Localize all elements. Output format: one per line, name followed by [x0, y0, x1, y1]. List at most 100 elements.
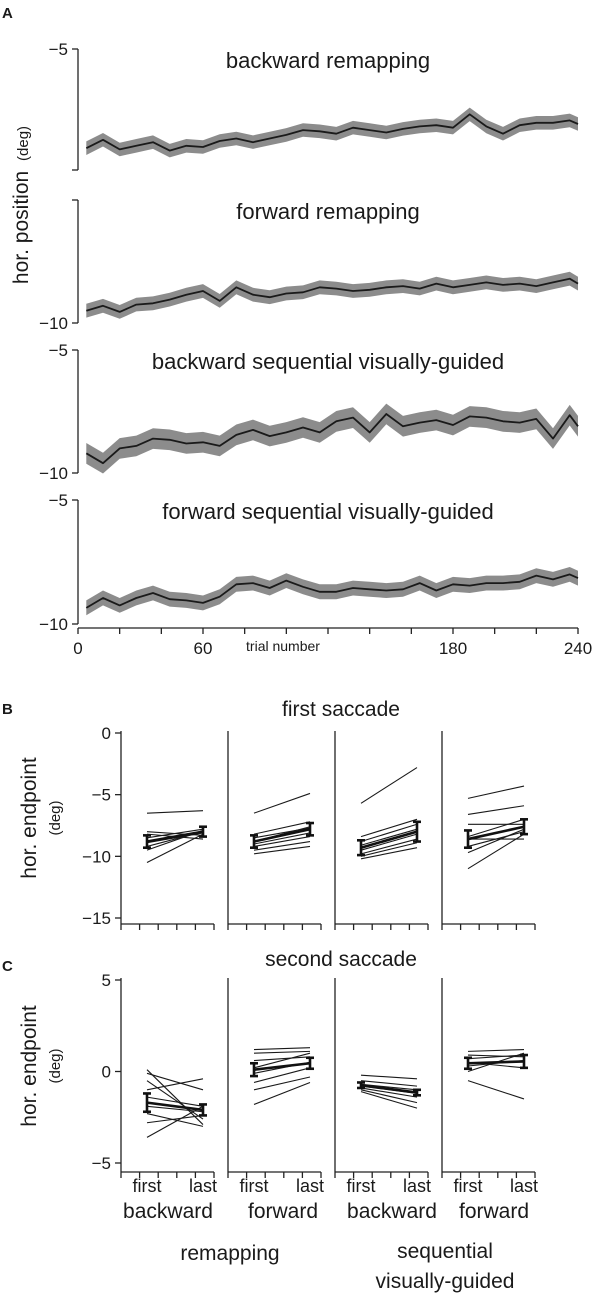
y-tick-label-bottom: −10 — [39, 464, 68, 483]
subject-line — [146, 1078, 204, 1091]
subject-line — [467, 818, 525, 838]
panel-c-ylabel-main: hor. endpoint — [18, 1005, 41, 1127]
subject-line — [253, 836, 311, 848]
subject-line — [253, 1052, 311, 1069]
first-label: first — [133, 1176, 162, 1196]
subject-line — [253, 792, 311, 814]
subject-line — [360, 828, 418, 846]
panel-letter-c: C — [2, 958, 13, 975]
subject-line — [253, 832, 311, 845]
subject-line — [146, 810, 204, 814]
panel-b-ylabel: hor. endpoint (deg) — [18, 757, 64, 879]
last-label: last — [403, 1176, 431, 1196]
y-tick-label-bottom: −10 — [39, 314, 68, 333]
subplot-2 — [227, 978, 322, 1178]
group-mean-line — [146, 830, 204, 843]
x-tick-label: 240 — [564, 639, 592, 658]
subject-line — [467, 1048, 525, 1052]
subject-line — [467, 831, 525, 847]
condition-label-4: forward — [459, 1200, 529, 1223]
panel-c-ylabel-unit: (deg) — [47, 1048, 64, 1083]
subject-line — [253, 1081, 311, 1105]
subject-line — [253, 845, 311, 855]
first-last-labels: first last first last first last first last — [133, 1176, 539, 1196]
subject-line — [467, 828, 525, 854]
subplot-title: forward remapping — [236, 199, 419, 224]
condition-label-3: backward — [347, 1200, 437, 1223]
panel-a-ylabel: hor. position (deg) — [10, 126, 33, 284]
subplot-title: forward sequential visually-guided — [162, 499, 493, 524]
subject-line — [360, 838, 418, 855]
y-tick-label: 0 — [102, 724, 111, 743]
subject-line — [146, 828, 204, 839]
panel-b-ylabel-text: hor. endpoint — [18, 757, 41, 879]
subject-line — [146, 1114, 204, 1124]
subplot-3 — [334, 731, 429, 930]
subject-line — [360, 833, 418, 851]
subject-line — [253, 1050, 311, 1054]
subject-line — [360, 767, 418, 804]
mean-line — [86, 277, 579, 313]
subject-line — [253, 1067, 311, 1084]
y-tick-label-top: −5 — [49, 491, 68, 510]
panel-a-x-axis: 0 60 180 240 — [73, 627, 592, 658]
last-label: last — [296, 1176, 324, 1196]
error-band — [86, 403, 579, 474]
subject-line — [146, 1069, 204, 1125]
y-tick-label-top: −5 — [49, 40, 68, 59]
subplot-title: backward sequential visually-guided — [152, 349, 504, 374]
panel-b-title: first saccade — [282, 698, 400, 721]
subject-line — [253, 1056, 311, 1062]
subject-line — [360, 1074, 418, 1080]
subplot-1: 5 0 −5 — [92, 971, 215, 1178]
panel-letter-a: A — [2, 5, 13, 22]
subject-line — [360, 1091, 418, 1109]
panel-a-subplot-2: −10 forward remapping — [39, 199, 579, 333]
y-tick-label: 0 — [102, 1063, 111, 1082]
panel-a-subplot-3: −5 −10 backward sequential visually-guided — [39, 341, 579, 483]
error-band — [86, 271, 579, 319]
panel-a-xlabel: trial number — [246, 638, 320, 654]
panel-c-ylabel: hor. endpoint hor. endpoint (deg) — [18, 1005, 64, 1127]
y-tick-label: −5 — [92, 1154, 111, 1173]
subplot-title: backward remapping — [226, 48, 430, 73]
panel-letter-b: B — [2, 701, 13, 718]
subject-line — [253, 1076, 311, 1091]
group-label-visually-guided: visually-guided — [376, 1270, 515, 1293]
subject-line — [146, 1105, 204, 1138]
y-tick-label: −5 — [92, 786, 111, 805]
x-tick-label: 60 — [194, 639, 213, 658]
first-label: first — [347, 1176, 376, 1196]
panel-a-subplot-4: −5 −10 forward sequential visually-guided — [39, 491, 579, 634]
mean-line — [85, 413, 579, 465]
subject-line — [146, 833, 204, 863]
condition-label-1: backward — [123, 1200, 213, 1223]
subject-line — [360, 823, 418, 843]
last-label: last — [510, 1176, 538, 1196]
subplot-4 — [441, 731, 536, 930]
subplot-4 — [441, 978, 536, 1178]
subject-line — [467, 785, 525, 799]
subject-line — [360, 842, 418, 857]
mean-line — [85, 113, 579, 152]
x-tick-label: 0 — [73, 639, 82, 658]
subject-line — [360, 818, 418, 838]
group-mean-line — [360, 1083, 418, 1094]
subject-line — [146, 1072, 204, 1091]
subject-line — [360, 847, 418, 860]
first-label: first — [240, 1176, 269, 1196]
group-mean-line — [253, 1061, 311, 1071]
panel-a-subplot-1: −5 backward remapping — [49, 40, 579, 171]
subject-line — [253, 1047, 311, 1051]
subject-line — [360, 1080, 418, 1087]
subplot-3 — [334, 978, 429, 1178]
subject-line — [467, 1054, 525, 1060]
panel-b-plots: 0 −5 −10 −15 — [82, 724, 536, 930]
y-tick-label: −10 — [82, 847, 111, 866]
panel-b-ylabel-unit: (deg) — [47, 800, 64, 835]
subject-line — [253, 840, 311, 851]
subject-line — [467, 805, 525, 815]
subject-line — [146, 1080, 204, 1120]
subject-line — [146, 1096, 204, 1107]
